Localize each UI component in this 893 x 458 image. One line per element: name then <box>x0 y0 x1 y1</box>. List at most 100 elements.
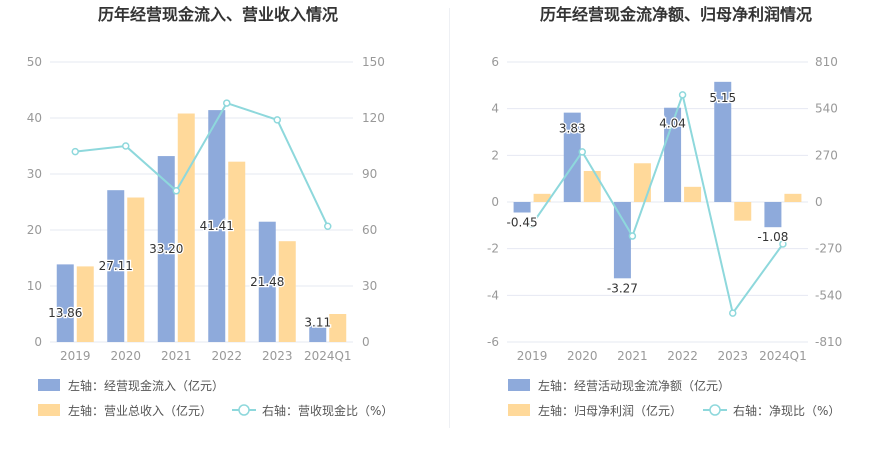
bar-series-a <box>764 202 782 228</box>
left-axis-tick-label: 6 <box>491 55 499 69</box>
ratio-line-point <box>324 222 332 231</box>
legend-label: 左轴：营业总收入（亿元） <box>68 403 212 418</box>
chart-title: 历年经营现金流净额、归母净利润情况 <box>540 5 812 24</box>
right-axis-tick-label: 60 <box>362 223 377 237</box>
left-axis-tick-label: 0 <box>491 195 499 209</box>
chart-title: 历年经营现金流入、营业收入情况 <box>98 5 338 24</box>
left-axis-tick-label: 4 <box>491 102 499 116</box>
x-category-label: 2023 <box>262 349 293 363</box>
bar-series-a <box>714 81 732 202</box>
right-axis-tick-label: 0 <box>362 335 370 349</box>
legend-label: 左轴：经营活动现金流净额（亿元） <box>538 378 730 393</box>
bar-series-a <box>664 107 682 202</box>
bar-series-a <box>513 202 531 213</box>
legend-label: 右轴：净现比（%） <box>733 403 840 418</box>
right-axis-tick-label: 120 <box>362 111 385 125</box>
bar-series-a <box>107 190 125 342</box>
bar-series-a <box>613 202 631 279</box>
right-axis-tick-label: -810 <box>815 335 842 349</box>
right-axis-tick-label: -540 <box>815 288 842 302</box>
bar-series-b <box>633 163 651 202</box>
x-category-label: 2021 <box>617 349 648 363</box>
x-category-label: 2024Q1 <box>759 349 807 363</box>
bar-data-label: 21.48 <box>250 275 284 289</box>
net-cashflow-profit-chart: 历年经营现金流净额、归母净利润情况 -6 -4 -2 0 2 4 6 -810 -540 -270 0… <box>487 5 842 418</box>
bar-data-label: 4.04 <box>659 117 686 131</box>
x-category-label: 2019 <box>60 349 91 363</box>
bar-data-label: 3.11 <box>304 316 331 330</box>
legend-swatch <box>508 404 530 416</box>
panel-divider <box>449 8 450 428</box>
x-category-label: 2020 <box>567 349 598 363</box>
left-axis-tick-label: -2 <box>487 242 499 256</box>
ratio-line-point <box>223 99 231 107</box>
right-axis-tick-label: 810 <box>815 55 838 69</box>
bar-data-label: 41.41 <box>200 219 234 233</box>
bar-series-b <box>278 241 296 342</box>
ratio-line-point <box>528 220 536 229</box>
right-axis-tick-label: 270 <box>815 148 838 162</box>
ratio-line-point <box>122 142 130 150</box>
left-axis-tick-label: 40 <box>27 111 42 125</box>
x-category-label: 2019 <box>517 349 548 363</box>
bar-series-b <box>76 266 94 342</box>
legend-label: 右轴：营收现金比（%） <box>262 403 393 418</box>
bar-series-b <box>784 193 802 202</box>
right-axis-tick-label: 540 <box>815 102 838 116</box>
x-category-label: 2020 <box>110 349 141 363</box>
ratio-line-point <box>779 240 787 248</box>
bar-series-a <box>157 156 175 342</box>
legend-label: 左轴：归母净利润（亿元） <box>538 403 682 418</box>
legend-swatch <box>508 379 530 391</box>
left-axis-tick-label: -6 <box>487 335 499 349</box>
ratio-line <box>531 91 784 316</box>
legend-swatch <box>38 404 60 416</box>
bar-data-label: 13.86 <box>48 306 82 320</box>
x-category-label: 2023 <box>717 349 748 363</box>
bar-data-label: 3.83 <box>559 122 586 136</box>
right-axis-tick-label: 90 <box>362 167 377 181</box>
ratio-line-point <box>273 116 281 124</box>
bar-data-label: -1.08 <box>757 230 788 244</box>
bar-series-a <box>563 112 581 202</box>
legend-line-marker <box>709 404 721 416</box>
bar-series-b <box>329 314 347 342</box>
bar-data-label: 33.20 <box>149 242 183 256</box>
bar-series-b <box>684 186 702 202</box>
right-axis-tick-label: 30 <box>362 279 377 293</box>
bar-series-a <box>208 110 226 342</box>
bar-series-b <box>127 197 145 342</box>
right-axis-tick-label: -270 <box>815 242 842 256</box>
left-axis-tick-label: 20 <box>27 223 42 237</box>
left-axis-tick-label: 10 <box>27 279 42 293</box>
left-axis-tick-label: 30 <box>27 167 42 181</box>
legend-swatch <box>38 379 60 391</box>
bar-series-b <box>228 161 246 342</box>
left-axis-tick-label: 50 <box>27 55 42 69</box>
ratio-line-point <box>172 187 180 195</box>
ratio-line-point <box>678 91 687 99</box>
x-category-label: 2021 <box>161 349 192 363</box>
ratio-line-point <box>71 147 79 156</box>
ratio-line-point <box>729 309 737 317</box>
bar-series-b <box>583 170 601 202</box>
left-axis-tick-label: 0 <box>34 335 42 349</box>
ratio-line <box>75 101 329 227</box>
bar-data-label: -0.45 <box>507 216 538 230</box>
bar-series-b <box>533 193 551 202</box>
bar-data-label: -3.27 <box>607 281 638 295</box>
bar-series-a <box>309 324 327 342</box>
left-axis-tick-label: -4 <box>487 288 499 302</box>
x-category-label: 2022 <box>211 349 242 363</box>
right-axis-tick-label: 150 <box>362 55 385 69</box>
bar-series-b <box>177 113 195 343</box>
cash-inflow-revenue-chart: 历年经营现金流入、营业收入情况 0 10 20 30 40 50 0 30 60 90 120 150 2… <box>27 5 394 418</box>
bar-series-a <box>258 221 276 342</box>
bar-data-label: 5.15 <box>709 91 736 105</box>
legend-line-marker <box>238 404 250 416</box>
bar-data-label: 27.11 <box>99 259 133 273</box>
right-axis-tick-label: 0 <box>815 195 823 209</box>
x-category-label: 2022 <box>667 349 698 363</box>
ratio-line-point <box>578 148 586 156</box>
